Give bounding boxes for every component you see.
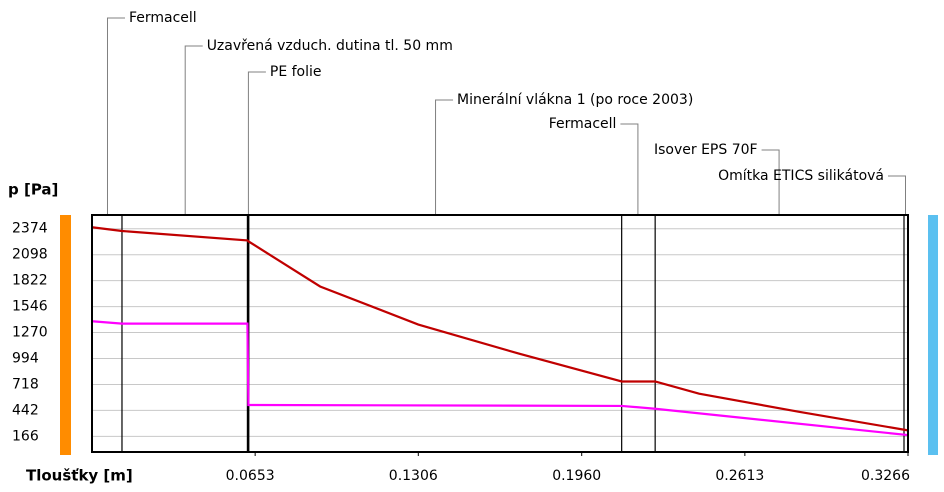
y-tick-label: 166: [12, 428, 39, 444]
x-tick-label: 0.3266: [861, 468, 910, 484]
left-bar: [60, 215, 71, 455]
y-tick-label: 1270: [12, 325, 48, 341]
x-tick-label: 0.2613: [715, 468, 764, 484]
layer-leader: [888, 175, 907, 215]
y-axis-label: p [Pa]: [8, 181, 58, 199]
layer-label: Omítka ETICS silikátová: [718, 168, 884, 184]
y-tick-label: 1822: [12, 273, 48, 289]
layer-leader: [435, 99, 454, 215]
x-tick-label: 0.1960: [552, 468, 601, 484]
layer-label: Isover EPS 70F: [654, 142, 758, 158]
y-tick-label: 2098: [12, 247, 48, 263]
layer-label: PE folie: [270, 64, 322, 80]
y-tick-label: 994: [12, 351, 39, 367]
layer-leader: [620, 123, 639, 215]
layer-label: Uzavřená vzduch. dutina tl. 50 mm: [207, 38, 453, 54]
x-tick-label: 0.1306: [389, 468, 438, 484]
layer-label: Minerální vlákna 1 (po roce 2003): [457, 92, 693, 108]
x-axis-label: Tloušťky [m]: [26, 467, 133, 485]
y-tick-label: 442: [12, 402, 39, 418]
y-tick-label: 2374: [12, 221, 48, 237]
y-tick-label: 1546: [12, 299, 48, 315]
plot-area: [92, 215, 908, 452]
y-tick-label: 718: [12, 376, 39, 392]
layer-label: Fermacell: [549, 116, 617, 132]
series-line: [91, 320, 909, 437]
layer-leader: [106, 17, 125, 215]
right-bar: [928, 215, 938, 455]
layer-leader: [761, 149, 780, 215]
plot-frame: [91, 214, 909, 453]
series-line: [91, 226, 909, 432]
layer-label: Fermacell: [129, 10, 197, 26]
layer-leader: [247, 71, 266, 215]
layer-leader: [184, 45, 203, 215]
x-tick-label: 0.0653: [226, 468, 275, 484]
